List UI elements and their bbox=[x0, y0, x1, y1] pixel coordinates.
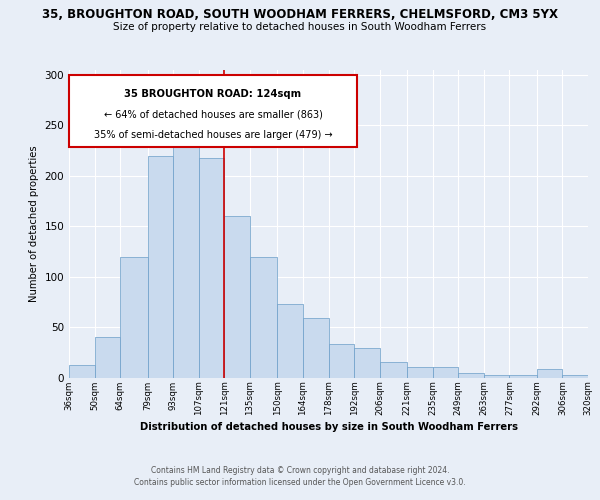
Text: ← 64% of detached houses are smaller (863): ← 64% of detached houses are smaller (86… bbox=[104, 110, 322, 120]
FancyBboxPatch shape bbox=[69, 74, 357, 147]
Y-axis label: Number of detached properties: Number of detached properties bbox=[29, 146, 39, 302]
Bar bbox=[407, 368, 433, 378]
Bar bbox=[199, 158, 224, 378]
Text: Size of property relative to detached houses in South Woodham Ferrers: Size of property relative to detached ho… bbox=[113, 22, 487, 32]
Bar bbox=[380, 362, 407, 378]
Bar bbox=[458, 374, 484, 378]
Bar bbox=[250, 256, 277, 378]
Bar bbox=[433, 368, 458, 378]
Text: Contains HM Land Registry data © Crown copyright and database right 2024.: Contains HM Land Registry data © Crown c… bbox=[151, 466, 449, 475]
Bar bbox=[509, 376, 537, 378]
Bar bbox=[277, 304, 303, 378]
Text: Distribution of detached houses by size in South Woodham Ferrers: Distribution of detached houses by size … bbox=[140, 422, 518, 432]
Text: 35 BROUGHTON ROAD: 124sqm: 35 BROUGHTON ROAD: 124sqm bbox=[124, 90, 302, 100]
Bar bbox=[562, 376, 588, 378]
Bar bbox=[484, 376, 509, 378]
Bar bbox=[69, 366, 95, 378]
Text: 35% of semi-detached houses are larger (479) →: 35% of semi-detached houses are larger (… bbox=[94, 130, 332, 140]
Bar bbox=[303, 318, 329, 378]
Bar bbox=[537, 370, 562, 378]
Bar bbox=[148, 156, 173, 378]
Bar bbox=[173, 144, 199, 378]
Text: 35, BROUGHTON ROAD, SOUTH WOODHAM FERRERS, CHELMSFORD, CM3 5YX: 35, BROUGHTON ROAD, SOUTH WOODHAM FERRER… bbox=[42, 8, 558, 20]
Bar bbox=[329, 344, 354, 378]
Bar bbox=[224, 216, 250, 378]
Bar bbox=[95, 337, 120, 378]
Bar bbox=[120, 256, 148, 378]
Text: Contains public sector information licensed under the Open Government Licence v3: Contains public sector information licen… bbox=[134, 478, 466, 487]
Bar bbox=[354, 348, 380, 378]
